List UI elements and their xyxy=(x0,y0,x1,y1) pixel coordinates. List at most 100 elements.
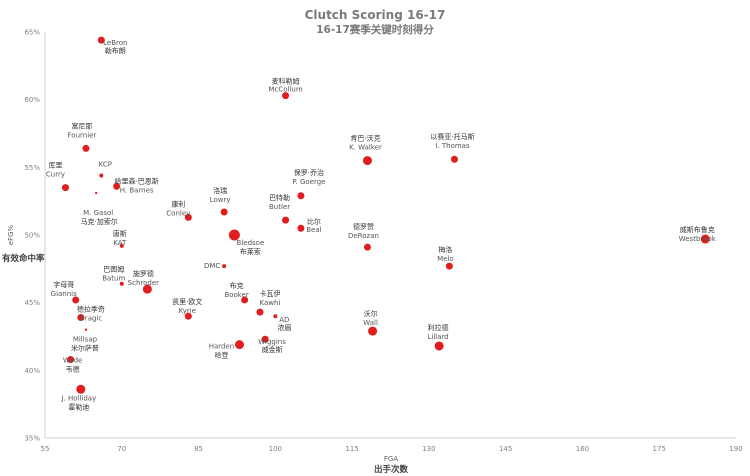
data-point xyxy=(235,340,245,350)
data-point xyxy=(241,296,249,304)
point-label-en: P. Goerge xyxy=(292,178,325,186)
data-point xyxy=(61,184,69,192)
data-point xyxy=(297,224,305,232)
point-label-en: Lillard xyxy=(428,333,449,341)
y-tick-label: 35% xyxy=(24,435,40,443)
data-point xyxy=(362,156,372,166)
data-point xyxy=(82,144,90,152)
point-label-cn: 米尔萨普 xyxy=(71,344,99,353)
point-label-en: Beal xyxy=(306,226,321,234)
data-point xyxy=(76,384,86,394)
point-label-en: Bledsoe xyxy=(237,239,265,247)
point-label-en: H. Barnes xyxy=(120,186,154,194)
y-tick-label: 45% xyxy=(24,299,40,307)
data-point xyxy=(113,182,121,190)
data-point xyxy=(273,314,278,319)
point-label-cn: 马克·加索尔 xyxy=(81,217,118,226)
point-label-cn: 浓眉 xyxy=(277,323,291,332)
point-label-en: I. Thomas xyxy=(435,142,470,150)
point-label-en: M. Gasol xyxy=(83,209,113,217)
data-point xyxy=(97,36,105,44)
point-label-en: DMC xyxy=(204,262,220,270)
point-label-en: Giannis xyxy=(51,290,77,298)
point-label-en: KCP xyxy=(99,160,112,168)
point-label-cn: 哈登 xyxy=(215,351,229,360)
data-point xyxy=(72,296,80,304)
point-label-cn: 巴特勒 xyxy=(269,193,290,202)
chart-subtitle: 16-17赛季关键时刻得分 xyxy=(316,24,434,36)
data-point xyxy=(220,208,228,216)
point-label-cn: 梅洛 xyxy=(438,245,452,254)
point-label-en: Westbrook xyxy=(679,235,717,243)
point-label-en: Wade xyxy=(63,357,83,365)
point-label-cn: 哈里森·巴恩斯 xyxy=(115,176,159,185)
data-point xyxy=(297,192,305,200)
data-point xyxy=(228,229,240,241)
point-label-cn: 唐斯 xyxy=(113,229,127,238)
data-point xyxy=(184,312,192,320)
point-label-cn: 布莱索 xyxy=(240,247,261,256)
point-label-cn: 康利 xyxy=(171,199,185,208)
x-tick-label: 160 xyxy=(576,445,589,453)
data-point xyxy=(67,356,75,364)
point-label-en: McCollum xyxy=(268,86,302,94)
y-tick-label: 50% xyxy=(24,232,40,240)
point-label-en: Kyrie xyxy=(179,307,196,315)
point-label-en: KAT xyxy=(113,239,127,247)
data-point xyxy=(261,335,269,343)
x-tick-label: 100 xyxy=(269,445,282,453)
point-label-en: Dragic xyxy=(79,315,102,323)
data-point xyxy=(282,216,290,224)
data-point xyxy=(184,213,192,221)
point-label-en: Schroder xyxy=(128,279,159,287)
point-label-en: Wall xyxy=(363,319,378,327)
point-label-cn: 布克 xyxy=(230,281,244,290)
point-label-cn: 施罗德 xyxy=(133,269,154,278)
point-label-en: AD xyxy=(279,316,289,324)
x-tick-label: 85 xyxy=(194,445,203,453)
point-label-cn: 勒布朗 xyxy=(105,46,126,55)
point-label-cn: 麦科勒姆 xyxy=(272,77,300,86)
data-point xyxy=(222,264,227,269)
data-point xyxy=(282,92,290,100)
y-tick-label: 55% xyxy=(24,164,40,172)
data-point xyxy=(84,328,88,331)
data-point xyxy=(434,341,444,351)
point-label-en: Wiggins xyxy=(258,338,286,346)
data-point xyxy=(700,234,710,244)
point-label-en: Butler xyxy=(269,203,290,211)
data-point xyxy=(94,191,98,195)
x-tick-label: 190 xyxy=(729,445,742,453)
point-label-cn: 德拉季奇 xyxy=(77,305,105,314)
point-label-cn: 霍勒迪 xyxy=(68,402,89,411)
y-tick-label: 65% xyxy=(24,29,40,37)
data-point xyxy=(99,173,104,178)
chart-title: Clutch Scoring 16-17 xyxy=(304,8,446,22)
x-tick-label: 115 xyxy=(345,445,358,453)
x-tick-label: 130 xyxy=(422,445,435,453)
point-label-cn: 以赛亚·托马斯 xyxy=(430,132,474,141)
data-point xyxy=(445,262,453,270)
y-tick-label: 40% xyxy=(24,367,40,375)
point-label-en: Conley xyxy=(166,209,190,217)
point-label-cn: 库里 xyxy=(48,161,62,170)
point-label-cn: 卡瓦伊 xyxy=(259,289,280,298)
point-label-en: LeBron xyxy=(103,39,127,47)
point-label-en: Millsap xyxy=(73,336,98,344)
x-tick-label: 145 xyxy=(499,445,512,453)
point-label-cn: 凯里·欧文 xyxy=(172,297,202,306)
data-point xyxy=(450,155,458,163)
point-label-cn: 肯巴·沃克 xyxy=(350,134,380,143)
data-point xyxy=(119,281,124,286)
point-label-cn: 字母哥 xyxy=(53,280,74,289)
x-tick-label: 175 xyxy=(653,445,666,453)
point-label-cn: 洛瑞 xyxy=(213,186,227,195)
point-label-cn: 富尼耶 xyxy=(71,121,92,130)
point-label-en: Fournier xyxy=(68,131,97,139)
data-point xyxy=(368,326,378,336)
point-label-en: Lowry xyxy=(210,196,231,204)
point-label-cn: 比尔 xyxy=(307,217,321,226)
y-tick-label: 60% xyxy=(24,96,40,104)
